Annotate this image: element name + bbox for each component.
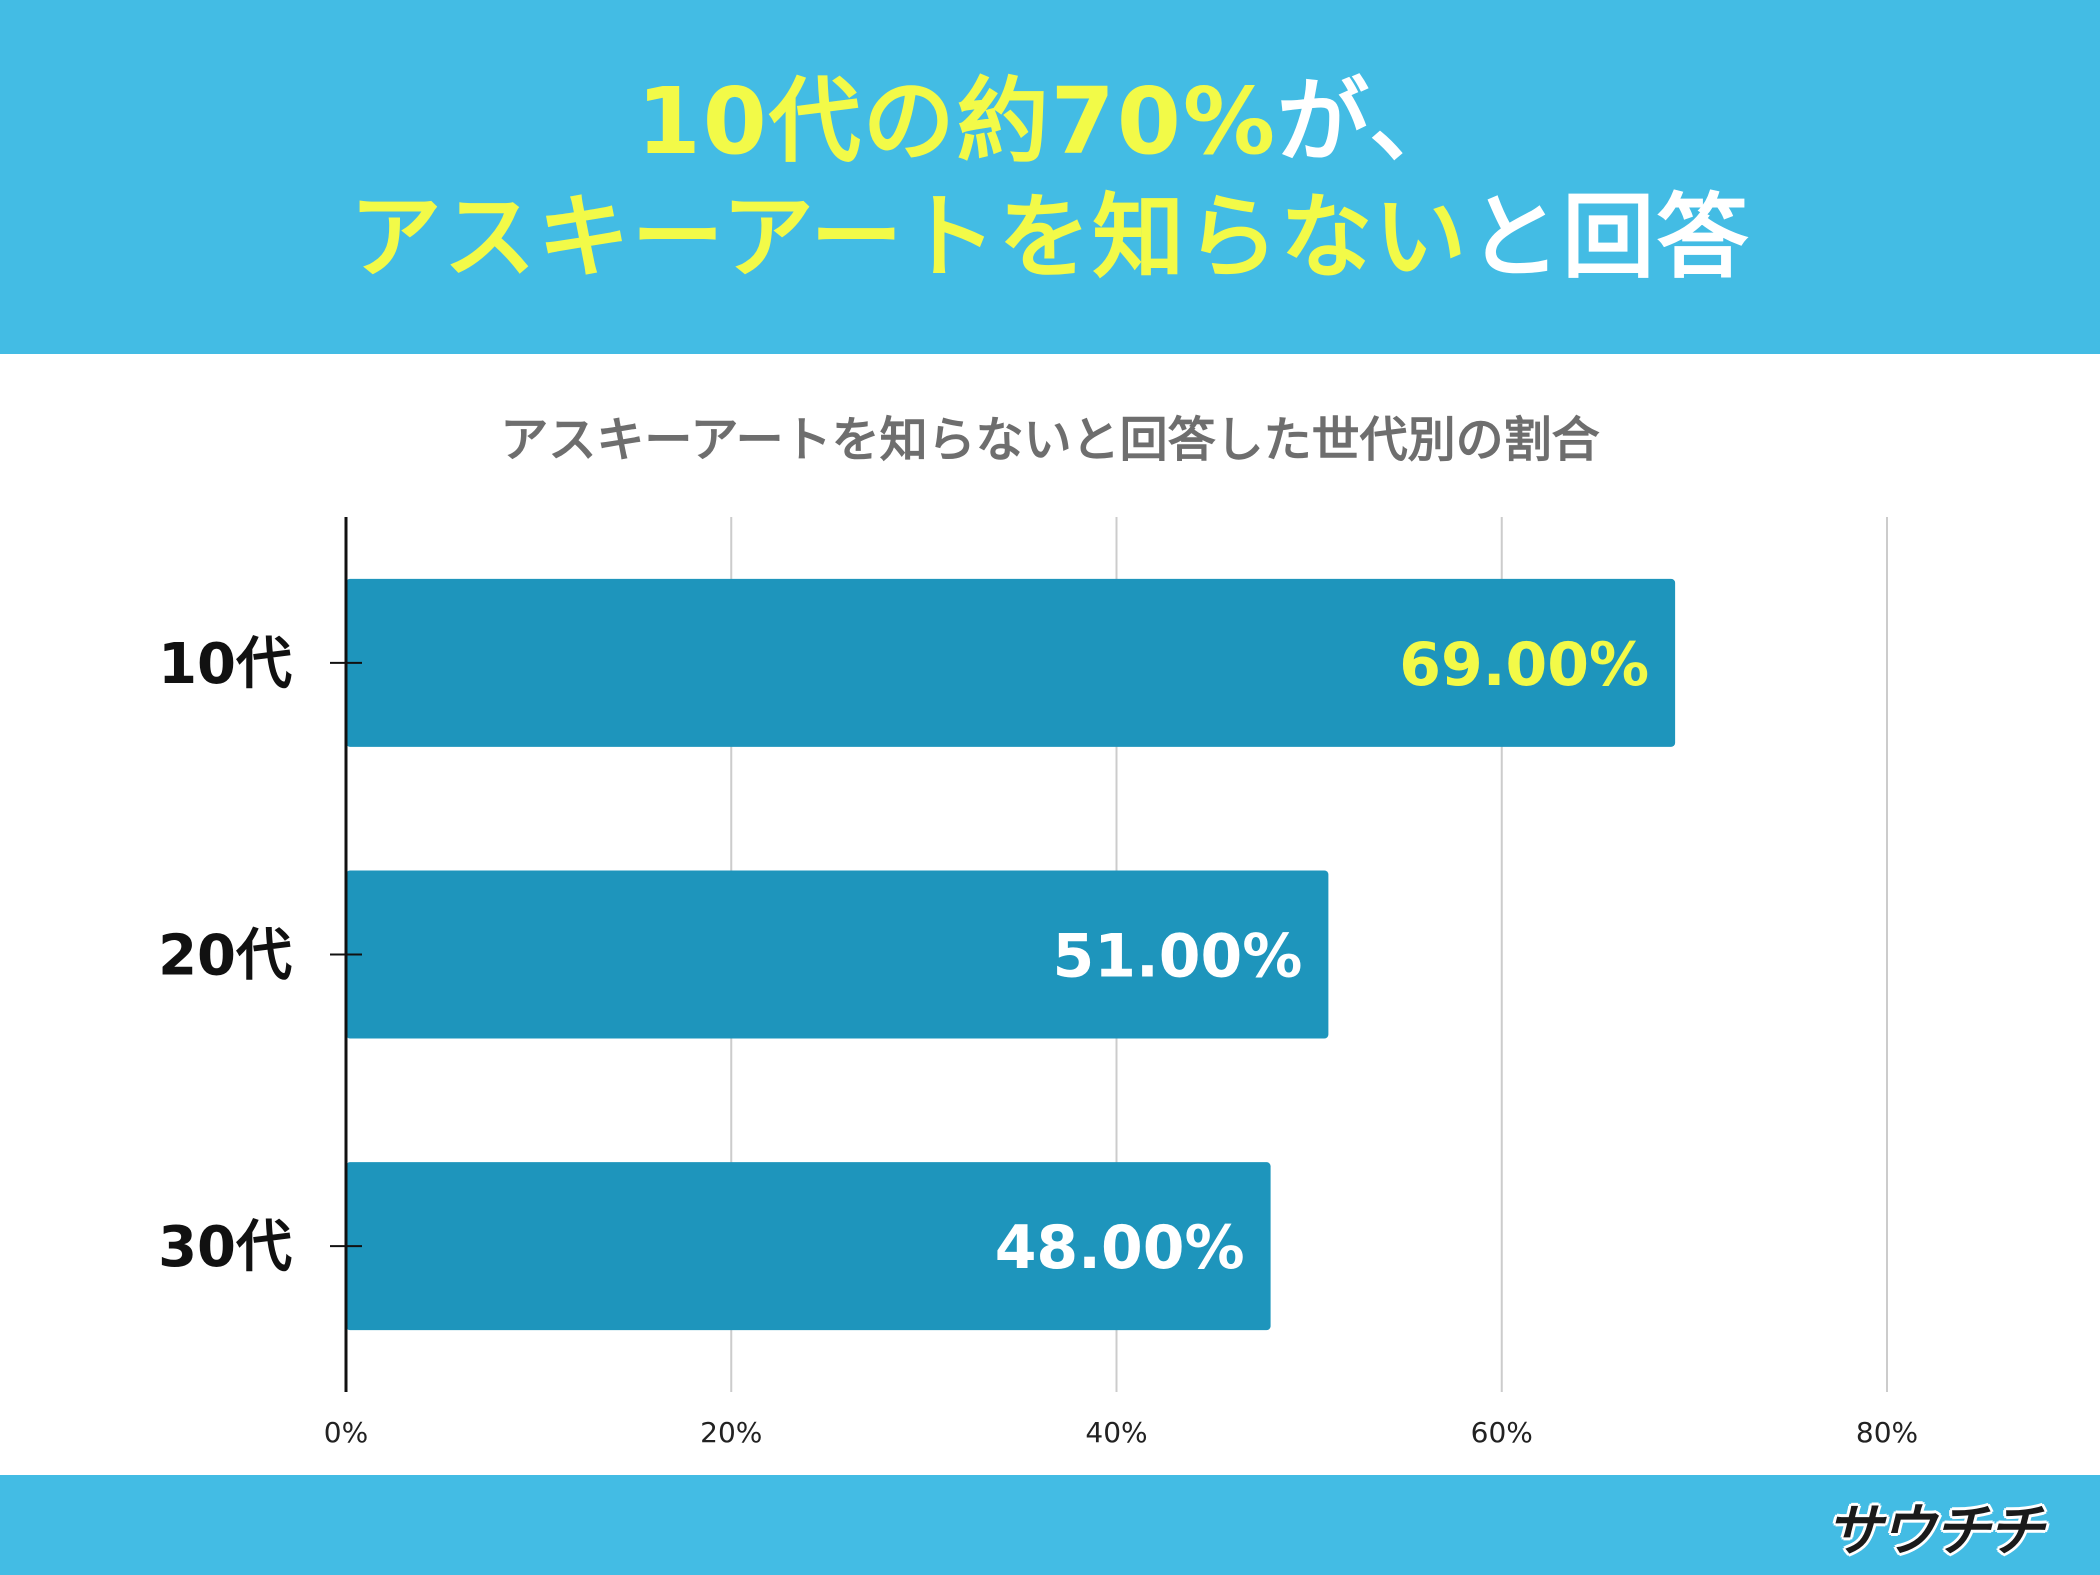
- category-label: 10代: [158, 632, 292, 697]
- category-label: 20代: [158, 924, 292, 989]
- brand-logo-text: サウチチ: [1826, 1498, 2044, 1564]
- headline-highlight-2: アスキーアートを知らない: [349, 184, 1469, 291]
- headline-rest-1: が、: [1277, 68, 1464, 175]
- x-tick-label: 20%: [700, 1416, 762, 1449]
- brand-logo: サウチチ: [1826, 1491, 2044, 1564]
- x-tick-label: 40%: [1085, 1416, 1147, 1449]
- category-label: 30代: [158, 1215, 292, 1280]
- x-tick-label: 0%: [324, 1416, 368, 1449]
- headline-highlight-1: 10代の約70%: [636, 68, 1278, 175]
- x-tick-label: 80%: [1856, 1416, 1918, 1449]
- bar-value-label: 48.00%: [995, 1213, 1245, 1283]
- headline-line-2: アスキーアートを知らないと回答: [0, 178, 2100, 298]
- headline-line-1: 10代の約70%が、: [0, 62, 2100, 182]
- header-banner: 10代の約70%が、 アスキーアートを知らないと回答: [0, 0, 2100, 354]
- bar-chart: 0% 20% 40% 60% 80% 69.00% 10代 51.00% 20代 48.00% 30…: [158, 517, 1918, 1449]
- bar-value-label: 69.00%: [1399, 630, 1649, 700]
- bar: [346, 870, 1329, 1039]
- headline-rest-2: と回答: [1468, 184, 1751, 291]
- footer-banner: サウチチ: [0, 1475, 2100, 1575]
- chart-title: アスキーアートを知らないと回答した世代別の割合: [500, 412, 1600, 468]
- x-tick-label: 60%: [1471, 1416, 1533, 1449]
- bar-value-label: 51.00%: [1052, 922, 1302, 992]
- bar: [346, 1162, 1271, 1331]
- bar: [346, 578, 1676, 747]
